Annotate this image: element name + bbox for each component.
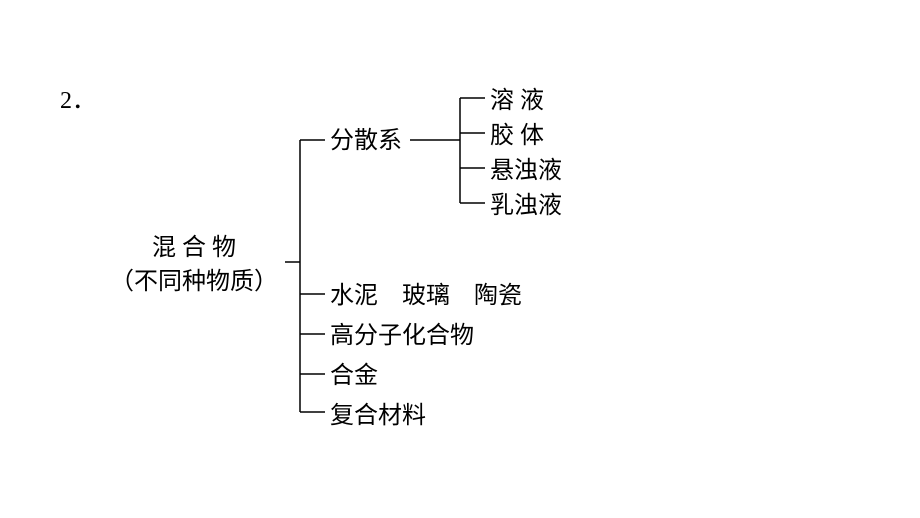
root-line2: （不同种物质） (110, 266, 278, 300)
root-line1: 混 合 物 (152, 235, 236, 261)
page-number: 2． (60, 80, 96, 115)
tree-root: 混 合 物 （不同种物质） (110, 232, 278, 299)
leaf-alloy: 合金 (330, 360, 378, 394)
branch-dispersion: 分散系 (330, 125, 402, 159)
leaf-colloid: 胶 体 (490, 120, 544, 154)
leaf-suspension: 悬浊液 (490, 155, 562, 189)
leaf-composite: 复合材料 (330, 400, 426, 434)
leaf-solution: 溶 液 (490, 85, 544, 119)
leaf-emulsion: 乳浊液 (490, 190, 562, 224)
leaf-cement-glass-ceramic: 水泥 玻璃 陶瓷 (330, 280, 522, 314)
leaf-polymer: 高分子化合物 (330, 320, 474, 354)
